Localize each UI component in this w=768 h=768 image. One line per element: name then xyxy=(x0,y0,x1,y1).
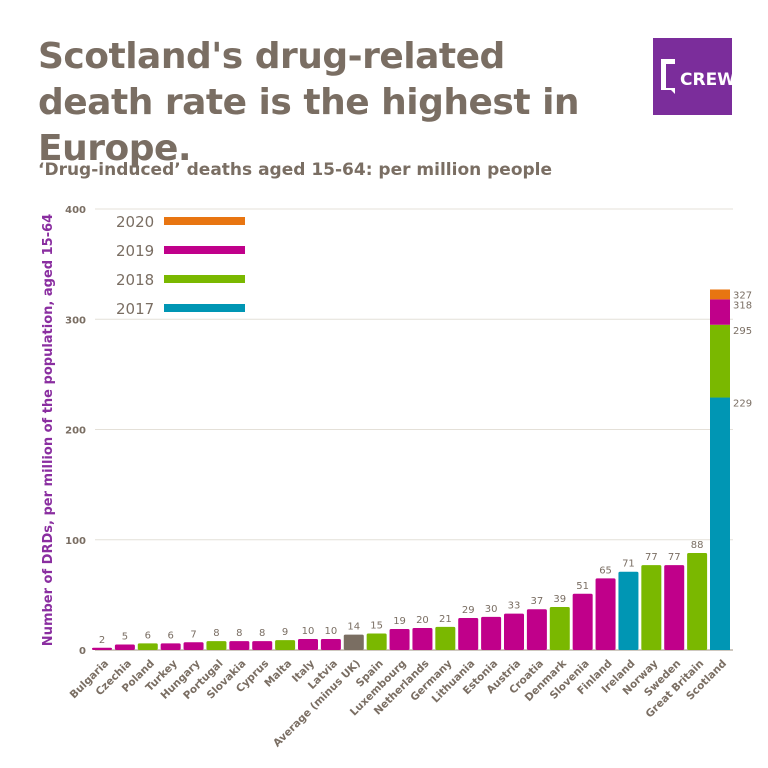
legend-swatch-2017 xyxy=(164,304,245,312)
bar xyxy=(572,593,593,650)
data-label: 14 xyxy=(347,622,360,633)
chart-subtitle: ‘Drug-induced’ deaths aged 15-64: per mi… xyxy=(38,160,553,180)
bar xyxy=(618,571,639,650)
bar xyxy=(595,578,616,650)
data-label: 77 xyxy=(668,552,681,563)
data-label: 10 xyxy=(302,626,315,637)
y-axis-label: Number of DRDs, per million of the popul… xyxy=(41,214,56,646)
data-label: 51 xyxy=(576,581,589,592)
data-label: 88 xyxy=(691,540,704,551)
bar xyxy=(526,609,547,650)
bar xyxy=(275,640,296,650)
data-label: 77 xyxy=(645,552,658,563)
svg-text:CREW: CREW xyxy=(680,70,732,90)
bar xyxy=(343,634,364,650)
bar xyxy=(481,616,502,650)
bar-segment-2019 xyxy=(710,299,730,325)
data-label: 9 xyxy=(282,627,288,638)
data-label: 71 xyxy=(622,559,635,570)
data-label: 10 xyxy=(325,626,338,637)
bar xyxy=(435,626,456,650)
data-label: 20 xyxy=(416,615,429,626)
bar xyxy=(458,618,479,650)
bar-segment-2017 xyxy=(710,397,730,650)
bar xyxy=(252,641,273,650)
bar xyxy=(687,552,708,650)
data-label: 8 xyxy=(213,628,219,639)
bar xyxy=(664,565,685,650)
y-tick-label: 0 xyxy=(79,646,86,657)
bar xyxy=(412,627,433,650)
data-label: 295 xyxy=(733,326,752,337)
legend-label: 2017 xyxy=(116,300,154,318)
bar xyxy=(298,638,318,650)
bar xyxy=(229,641,250,650)
data-label: 7 xyxy=(190,629,196,640)
data-label: 5 xyxy=(122,631,128,642)
bar xyxy=(137,643,158,650)
data-label: 65 xyxy=(599,565,612,576)
bar xyxy=(92,647,112,650)
chart-title: Scotland's drug-related death rate is th… xyxy=(38,36,580,169)
bar xyxy=(160,643,181,650)
data-label: 37 xyxy=(531,596,544,607)
data-label: 6 xyxy=(167,630,173,641)
bar xyxy=(549,607,570,650)
legend-label: 2019 xyxy=(116,242,154,260)
data-label: 15 xyxy=(370,620,383,631)
bar xyxy=(504,613,524,650)
data-label: 2 xyxy=(99,635,105,646)
data-label: 39 xyxy=(553,594,566,605)
legend-label: 2020 xyxy=(116,213,154,231)
data-label: 229 xyxy=(733,399,752,410)
legend-label: 2018 xyxy=(116,271,154,289)
data-label: 8 xyxy=(236,628,242,639)
y-tick-label: 300 xyxy=(65,315,86,326)
data-label: 19 xyxy=(393,616,406,627)
bar xyxy=(366,633,387,650)
crew-logo: CREW xyxy=(653,38,732,115)
y-tick-label: 100 xyxy=(65,536,86,547)
data-label: 6 xyxy=(145,630,151,641)
bar xyxy=(183,642,204,650)
y-tick-label: 200 xyxy=(65,426,86,437)
bar xyxy=(320,638,341,650)
data-label: 30 xyxy=(485,604,498,615)
data-label: 21 xyxy=(439,614,452,625)
bar xyxy=(206,641,227,650)
bar-segment-2020 xyxy=(710,289,730,300)
legend-swatch-2018 xyxy=(164,275,245,283)
data-label: 327 xyxy=(733,290,752,301)
bar xyxy=(641,565,662,650)
data-label: 318 xyxy=(733,300,752,311)
y-tick-label: 400 xyxy=(65,205,86,216)
data-label: 29 xyxy=(462,605,475,616)
legend-swatch-2019 xyxy=(164,246,245,254)
data-label: 33 xyxy=(508,601,521,612)
bar xyxy=(389,629,410,650)
data-label: 8 xyxy=(259,628,265,639)
legend-swatch-2020 xyxy=(164,217,245,225)
bar xyxy=(114,644,135,650)
bar-segment-2018 xyxy=(710,324,730,398)
